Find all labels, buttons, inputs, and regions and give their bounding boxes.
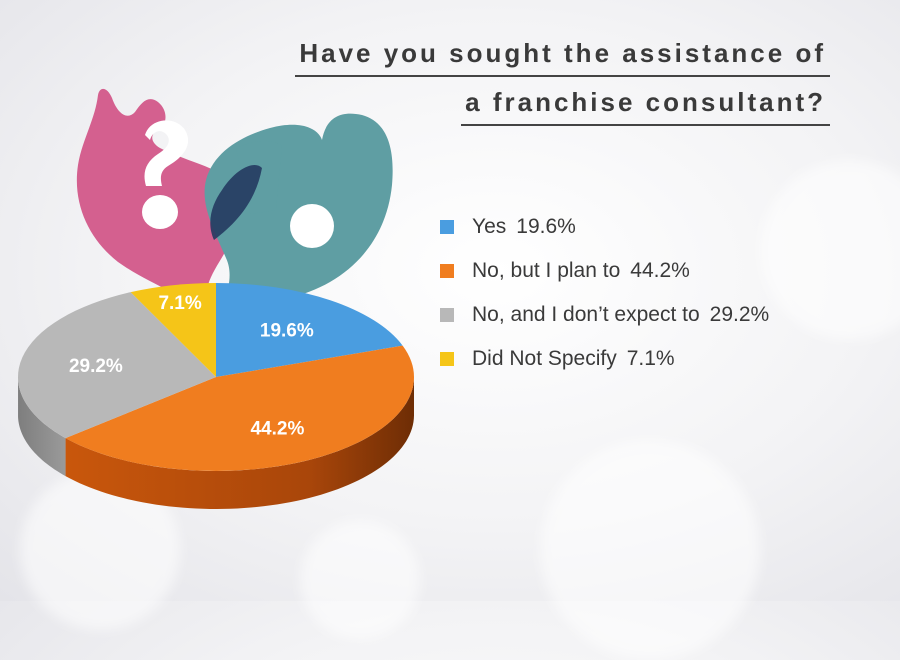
pie-slice-no-but-i-plan-to — [65, 345, 414, 471]
pie-label-did-not-specify: 7.1% — [158, 293, 201, 314]
legend-label: No, and I don’t expect to — [472, 303, 700, 326]
legend-item-no-plan: No, but I plan to 44.2% — [440, 249, 769, 293]
legend-swatch-not-specify — [440, 352, 454, 366]
exclamation-bubble-icon — [204, 113, 393, 332]
pie-slice-did-not-specify — [130, 283, 216, 377]
legend-item-yes: Yes 19.6% — [440, 205, 769, 249]
pie-side-no-and-i-don-t-expect-to — [18, 378, 66, 477]
pie-chart: 19.6% 44.2% 29.2% 7.1% — [17, 88, 414, 509]
legend-swatch-no-expect — [440, 308, 454, 322]
legend-value: 19.6% — [516, 215, 576, 238]
legend-value: 44.2% — [630, 259, 690, 282]
pie-side-no-but-i-plan-to — [65, 377, 414, 509]
pie-label-no-and-i-don-t-expect-to: 29.2% — [69, 356, 123, 377]
chart-title: Have you sought the assistance of a fran… — [295, 38, 830, 136]
chart-legend: Yes 19.6% No, but I plan to 44.2% No, an… — [440, 205, 769, 381]
legend-label: No, but I plan to — [472, 259, 621, 282]
legend-swatch-no-plan — [440, 264, 454, 278]
title-line-2: a franchise consultant? — [461, 87, 830, 126]
legend-swatch-yes — [440, 220, 454, 234]
title-line-1: Have you sought the assistance of — [295, 38, 830, 77]
pie-slice-yes — [216, 283, 403, 377]
legend-value: 29.2% — [709, 303, 770, 326]
question-mark-bubble-icon — [76, 88, 241, 318]
pie-slice-no-and-i-don-t-expect-to — [17, 292, 216, 439]
legend-item-no-expect: No, and I don’t expect to 29.2% — [440, 293, 769, 337]
pie-label-no-but-i-plan-to: 44.2% — [250, 418, 304, 439]
legend-value: 7.1% — [626, 347, 675, 370]
legend-label: Yes — [472, 215, 507, 238]
legend-item-not-specify: Did Not Specify 7.1% — [440, 337, 769, 381]
pie-label-yes: 19.6% — [260, 320, 314, 341]
legend-label: Did Not Specify — [472, 347, 617, 370]
